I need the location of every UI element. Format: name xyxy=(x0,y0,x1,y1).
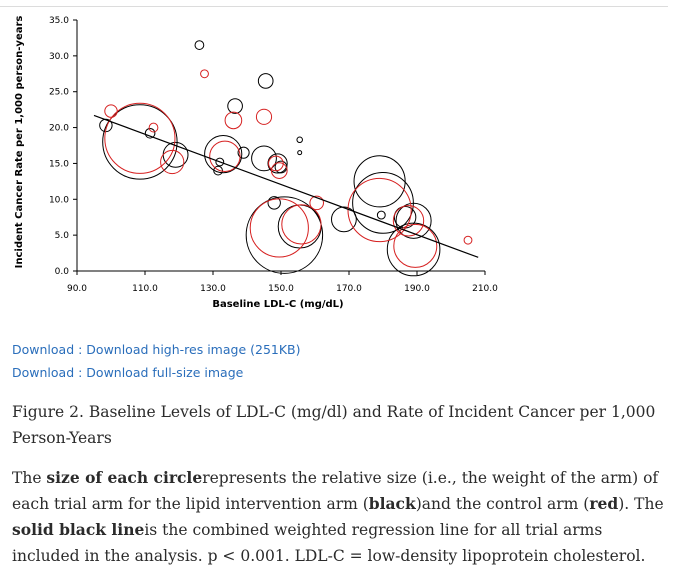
intervention-bubble xyxy=(267,153,288,174)
download-hires-link[interactable]: Download : Download high-res image (251K… xyxy=(12,342,301,357)
control-bubble xyxy=(224,111,243,130)
intervention-bubble xyxy=(245,196,324,274)
description-bold-4: solid black line xyxy=(12,520,145,539)
intervention-bubble xyxy=(215,157,225,167)
y-tick-label: 5.0 xyxy=(55,231,70,241)
description-text-4: ). The xyxy=(618,495,664,513)
intervention-bubble xyxy=(297,150,303,156)
description-bold-2: black xyxy=(368,494,416,513)
figure-description: The size of each circlerepresents the re… xyxy=(12,465,672,569)
intervention-bubble xyxy=(353,155,406,208)
x-tick-label: 190.0 xyxy=(404,284,430,294)
y-tick-label: 15.0 xyxy=(49,159,69,169)
control-bubble xyxy=(148,122,159,133)
x-tick-label: 210.0 xyxy=(472,284,498,294)
description-text-5: is the combined weighted regression line… xyxy=(12,521,646,565)
x-tick-label: 150.0 xyxy=(268,284,294,294)
control-bubble xyxy=(393,223,438,268)
description-text-3: )and the control arm ( xyxy=(415,495,590,513)
x-tick-label: 170.0 xyxy=(336,284,362,294)
control-bubble xyxy=(160,149,185,175)
intervention-bubble xyxy=(257,73,274,89)
intervention-bubble xyxy=(331,206,357,233)
x-axis-title: Baseline LDL-C (mg/dL) xyxy=(212,299,343,310)
top-divider xyxy=(0,6,668,7)
y-tick-label: 10.0 xyxy=(49,195,69,205)
control-bubble xyxy=(255,108,273,125)
y-tick-label: 30.0 xyxy=(49,52,69,62)
intervention-bubble xyxy=(194,40,205,50)
y-tick-label: 25.0 xyxy=(49,88,69,98)
y-tick-label: 20.0 xyxy=(49,124,69,134)
control-bubble xyxy=(200,69,209,79)
description-text-2: represents the relative size (i.e., the … xyxy=(12,469,659,513)
description-text-1: The xyxy=(12,469,47,487)
bubbles xyxy=(99,40,473,277)
control-bubble xyxy=(104,102,176,174)
figure-caption: Figure 2. Baseline Levels of LDL-C (mg/d… xyxy=(12,403,656,447)
regression-line xyxy=(93,114,479,258)
intervention-bubble xyxy=(376,210,386,220)
intervention-bubble xyxy=(296,136,303,144)
intervention-bubble xyxy=(352,171,414,234)
x-tick-label: 110.0 xyxy=(132,284,158,294)
control-bubble xyxy=(281,204,322,245)
regression-line-path xyxy=(93,114,479,258)
control-bubble xyxy=(249,198,309,258)
intervention-bubble xyxy=(386,222,441,277)
x-tick-label: 90.0 xyxy=(67,284,87,294)
ticks: 0.0 5.0 10.0 15.0 20.0 25.0 30.0 35.0 90.0 110.0 1… xyxy=(49,16,498,294)
intervention-bubble xyxy=(102,104,178,180)
control-bubble xyxy=(309,195,324,211)
y-tick-label: 0.0 xyxy=(55,267,70,277)
intervention-bubble xyxy=(395,202,432,239)
y-axis-title: Incident Cancer Rate per 1,000 person-ye… xyxy=(14,16,25,269)
y-tick-label: 35.0 xyxy=(49,16,69,26)
x-tick-label: 130.0 xyxy=(200,284,226,294)
download-links: Download : Download high-res image (251K… xyxy=(12,338,301,384)
scatter-chart: Incident Cancer Rate per 1,000 person-ye… xyxy=(14,16,498,310)
intervention-bubble xyxy=(204,135,243,174)
description-bold-1: size of each circle xyxy=(46,468,203,487)
axes xyxy=(76,20,485,272)
intervention-bubble xyxy=(274,160,288,174)
description-bold-3: red xyxy=(589,494,619,513)
intervention-bubble xyxy=(251,145,277,172)
control-bubble xyxy=(104,104,118,118)
intervention-bubble xyxy=(237,146,250,159)
intervention-bubble xyxy=(227,98,243,114)
intervention-bubble xyxy=(144,128,156,139)
intervention-bubble xyxy=(277,204,322,249)
control-bubble xyxy=(270,162,288,179)
control-bubble xyxy=(392,205,425,237)
download-full-link[interactable]: Download : Download full-size image xyxy=(12,365,244,380)
intervention-bubble xyxy=(267,196,281,210)
control-bubble xyxy=(209,140,241,172)
control-bubble xyxy=(463,235,473,245)
control-bubble xyxy=(347,177,412,243)
